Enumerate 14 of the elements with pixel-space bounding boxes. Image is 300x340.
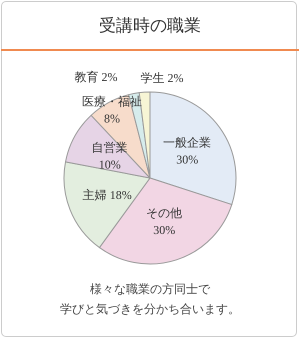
text: 様々な職業の方同士で bbox=[90, 282, 211, 296]
slice-label: 自営業 bbox=[92, 140, 128, 154]
text: 学びと気づきを分かち合います。 bbox=[60, 302, 240, 316]
data-label: 30% bbox=[153, 223, 176, 238]
data-label: 30% bbox=[176, 152, 198, 166]
chart-title: 受講時の職業 bbox=[99, 16, 201, 35]
slice-label: 教育 2% bbox=[74, 70, 118, 84]
slice-label: その他 bbox=[146, 206, 182, 220]
slice-label: 学生 2% bbox=[140, 71, 184, 85]
data-label: 10% bbox=[98, 157, 121, 172]
data-label: 8% bbox=[104, 112, 120, 126]
slice-label: 医療・福祉 bbox=[82, 94, 142, 108]
slice-label: 一般企業 bbox=[163, 135, 212, 150]
slice-label: 主婦 18% bbox=[82, 188, 132, 202]
